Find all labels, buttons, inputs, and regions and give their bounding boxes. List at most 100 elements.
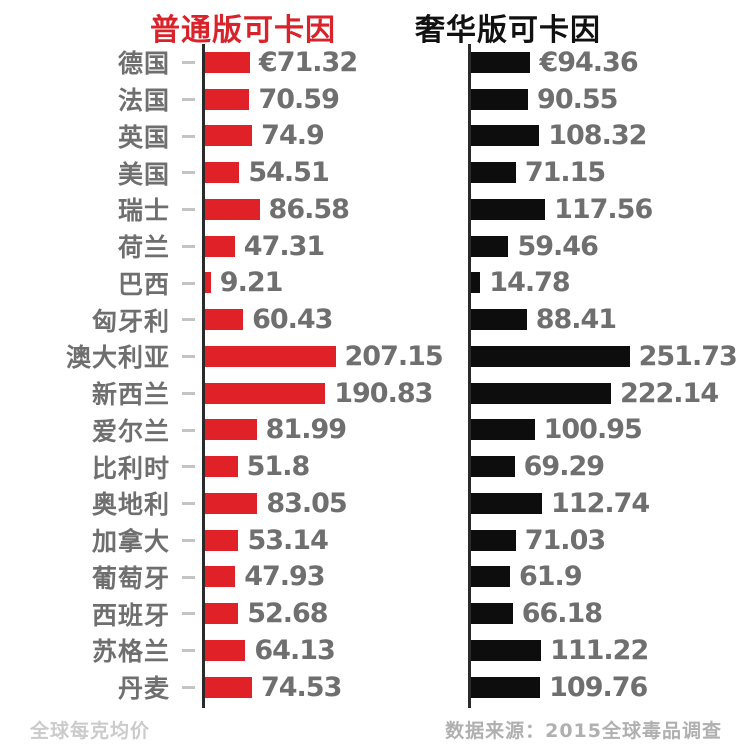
table-row: 比利时 51.8 69.29 xyxy=(0,448,750,485)
luxury-bar xyxy=(471,566,510,588)
regular-bar-cell: €71.32 xyxy=(205,44,358,81)
table-row: 爱尔兰 81.99 100.95 xyxy=(0,412,750,449)
regular-bar xyxy=(205,198,260,220)
tick-dash xyxy=(182,538,195,542)
regular-bar-cell: 9.21 xyxy=(205,265,283,302)
luxury-bar-cell: 71.03 xyxy=(471,522,606,559)
tick-dash xyxy=(182,281,195,285)
country-label: 奥地利 xyxy=(91,490,170,520)
regular-value: 47.31 xyxy=(243,230,325,262)
country-label: 美国 xyxy=(117,159,170,189)
tick-dash xyxy=(182,134,195,138)
luxury-bar xyxy=(471,529,516,551)
regular-bar xyxy=(205,88,250,110)
luxury-value: 100.95 xyxy=(543,414,643,446)
luxury-value: 14.78 xyxy=(489,267,570,299)
source-note: 数据来源：2015全球毒品调查 xyxy=(445,720,722,742)
regular-bar-cell: 207.15 xyxy=(205,338,444,375)
regular-value: 64.13 xyxy=(254,634,335,666)
luxury-bar xyxy=(471,51,531,73)
tick-dash xyxy=(182,171,195,175)
table-row: 西班牙 52.68 66.18 xyxy=(0,595,750,632)
regular-value: 51.8 xyxy=(246,451,311,483)
regular-value: 86.58 xyxy=(268,193,350,225)
regular-bar xyxy=(205,492,258,514)
regular-bar xyxy=(205,566,236,588)
table-row: 匈牙利 60.43 88.41 xyxy=(0,301,750,338)
tick-dash xyxy=(182,685,195,689)
tick-dash xyxy=(182,97,195,101)
right-chart-axis xyxy=(468,44,471,708)
tick-dash xyxy=(182,428,195,432)
luxury-bar xyxy=(471,382,611,404)
tick-dash xyxy=(182,208,195,211)
tick-dash xyxy=(182,502,195,505)
luxury-bar xyxy=(471,639,542,661)
table-row: 苏格兰 64.13 111.22 xyxy=(0,632,750,669)
regular-bar xyxy=(205,51,250,73)
country-label: 澳大利亚 xyxy=(65,343,170,373)
country-label: 德国 xyxy=(117,49,170,79)
regular-bar xyxy=(205,529,239,551)
regular-bar-cell: 83.05 xyxy=(205,485,348,522)
luxury-value: 90.55 xyxy=(537,83,618,115)
luxury-bar xyxy=(471,492,543,514)
regular-bar-cell: 86.58 xyxy=(205,191,350,228)
table-row: 巴西 9.21 14.78 xyxy=(0,265,750,302)
luxury-value: 117.56 xyxy=(554,193,653,225)
regular-bar xyxy=(205,456,238,478)
luxury-bar-cell: 109.76 xyxy=(471,669,648,706)
regular-bar xyxy=(205,309,244,331)
luxury-bar xyxy=(471,272,481,294)
tick-dash xyxy=(182,612,195,616)
regular-bar-cell: 64.13 xyxy=(205,632,336,669)
regular-bar-cell: 74.9 xyxy=(205,118,325,155)
country-label: 法国 xyxy=(117,86,170,116)
regular-bar-cell: 60.43 xyxy=(205,301,333,338)
country-label: 加拿大 xyxy=(91,527,170,557)
table-row: 德国 €71.32 €94.36 xyxy=(0,44,750,81)
regular-bar-cell: 53.14 xyxy=(205,522,329,559)
regular-value: 47.93 xyxy=(244,561,325,593)
regular-value: €71.32 xyxy=(258,46,358,78)
regular-value: 53.14 xyxy=(247,524,328,556)
luxury-bar xyxy=(471,345,630,367)
country-label: 苏格兰 xyxy=(91,637,170,667)
tick-dash xyxy=(182,244,195,248)
tick-dash xyxy=(182,61,195,64)
regular-bar xyxy=(205,162,240,184)
luxury-bar xyxy=(471,309,527,331)
regular-bar-cell: 52.68 xyxy=(205,595,329,632)
table-row: 澳大利亚 207.15 251.73 xyxy=(0,338,750,375)
luxury-value: 112.74 xyxy=(551,487,650,519)
luxury-value: 71.03 xyxy=(524,524,606,556)
regular-value: 81.99 xyxy=(265,414,347,446)
luxury-value: 109.76 xyxy=(549,671,648,703)
table-row: 奥地利 83.05 112.74 xyxy=(0,485,750,522)
footnote: 全球每克均价 xyxy=(30,720,151,742)
regular-bar xyxy=(205,272,211,294)
table-row: 瑞士 86.58 117.56 xyxy=(0,191,750,228)
regular-bar-cell: 47.93 xyxy=(205,559,326,596)
luxury-value: 111.22 xyxy=(550,634,649,666)
luxury-bar-cell: 88.41 xyxy=(471,301,617,338)
luxury-bar-cell: €94.36 xyxy=(471,44,639,81)
country-label: 匈牙利 xyxy=(91,306,170,336)
table-row: 葡萄牙 47.93 61.9 xyxy=(0,559,750,596)
country-label: 西班牙 xyxy=(91,600,170,630)
regular-value: 74.53 xyxy=(260,671,342,703)
luxury-value: 71.15 xyxy=(524,157,606,189)
table-row: 美国 54.51 71.15 xyxy=(0,154,750,191)
regular-bar-cell: 47.31 xyxy=(205,228,325,265)
luxury-value: 66.18 xyxy=(521,598,603,630)
luxury-bar-cell: 69.29 xyxy=(471,448,605,485)
luxury-bar-cell: 14.78 xyxy=(471,265,571,302)
luxury-bar-cell: 111.22 xyxy=(471,632,649,669)
regular-bar xyxy=(205,676,252,698)
luxury-bar xyxy=(471,603,513,625)
luxury-value: 108.32 xyxy=(548,120,647,152)
luxury-bar xyxy=(471,676,541,698)
luxury-bar-cell: 251.73 xyxy=(471,338,738,375)
table-row: 英国 74.9 108.32 xyxy=(0,118,750,155)
